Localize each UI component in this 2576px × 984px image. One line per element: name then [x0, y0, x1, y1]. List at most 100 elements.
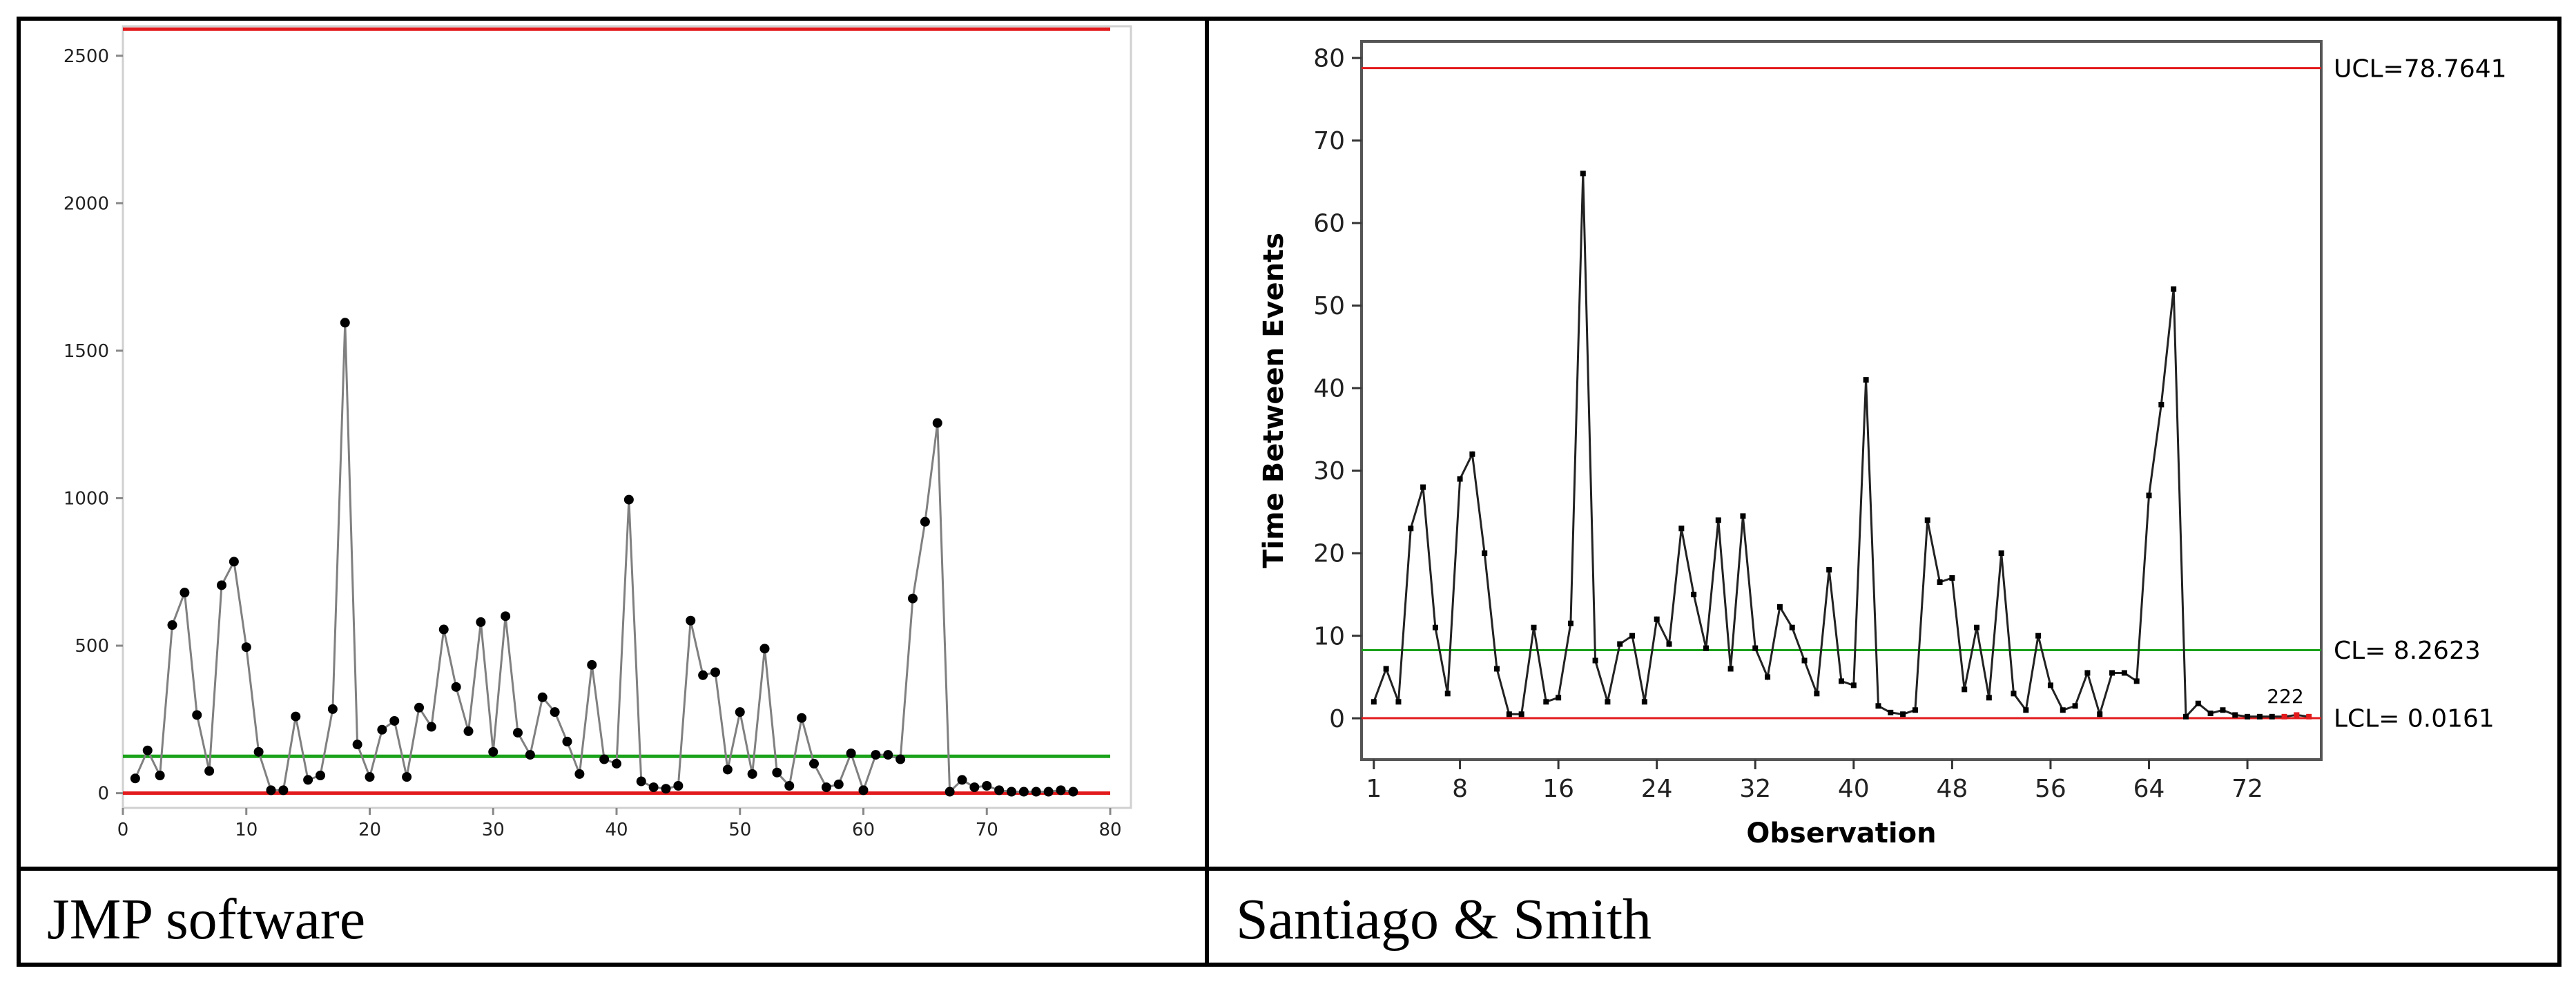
data-point [1888, 709, 1894, 715]
y-tick-label: 20 [1313, 540, 1345, 568]
data-point [686, 615, 696, 626]
data-point [1420, 484, 1426, 490]
data-point [1949, 575, 1955, 581]
data-point [1469, 451, 1475, 457]
data-point [204, 766, 215, 776]
data-point [969, 782, 980, 793]
data-point [2220, 707, 2226, 713]
data-point [501, 611, 511, 621]
data-point [2306, 713, 2312, 720]
data-point [1986, 695, 1992, 701]
data-point [142, 745, 153, 755]
data-point [2121, 670, 2127, 676]
data-point [1506, 711, 1512, 717]
data-point [513, 728, 523, 738]
x-tick-label: 40 [605, 820, 628, 840]
data-point [599, 754, 610, 764]
x-tick-label: 80 [1098, 820, 1121, 840]
x-tick-label: 0 [117, 820, 129, 840]
data-point [1789, 624, 1795, 630]
x-tick-label: 8 [1452, 775, 1468, 803]
jmp-y-ticks: 0 500 1000 1500 2000 2500 [64, 46, 123, 804]
data-point [402, 772, 412, 782]
data-point [994, 785, 1005, 795]
data-point [2232, 712, 2238, 718]
data-point [661, 784, 671, 794]
data-point [2146, 492, 2152, 499]
data-point [1850, 682, 1857, 688]
data-point [1666, 641, 1672, 647]
data-point [1715, 517, 1721, 523]
data-point [1962, 686, 1968, 693]
data-point [698, 670, 708, 680]
data-point [2109, 670, 2115, 676]
data-point [2182, 713, 2189, 720]
data-point [623, 494, 634, 505]
data-point [180, 588, 190, 598]
data-point [1031, 787, 1041, 797]
data-point [871, 750, 881, 760]
santiago-control-limits: UCL=78.7641 CL= 8.2623 LCL= 0.0161 [1362, 55, 2507, 733]
data-point [1543, 699, 1549, 705]
data-point [1494, 666, 1500, 672]
y-tick-label: 1000 [64, 489, 109, 510]
x-tick-label: 60 [852, 820, 875, 840]
x-tick-label: 70 [976, 820, 998, 840]
data-point [1383, 666, 1389, 672]
x-tick-label: 48 [1936, 775, 1968, 803]
x-tick-label: 10 [235, 820, 258, 840]
data-point [920, 517, 930, 527]
data-point [797, 713, 807, 723]
data-point [327, 704, 338, 714]
data-point [1937, 579, 1943, 585]
data-point [2256, 713, 2263, 720]
data-point [1776, 604, 1783, 610]
data-point [1395, 699, 1402, 705]
x-tick-label: 32 [1739, 775, 1771, 803]
data-point [1826, 567, 1832, 573]
data-point [612, 758, 621, 769]
data-point [1457, 476, 1463, 482]
data-point [895, 754, 906, 764]
y-tick-label: 500 [75, 636, 109, 657]
santiago-x-ticks: 1 8 16 24 32 40 48 56 64 72 [1366, 760, 2263, 803]
data-point [574, 769, 585, 779]
y-tick-label: 2000 [64, 193, 109, 214]
data-point [1605, 699, 1611, 705]
data-point [316, 771, 325, 781]
data-point [1875, 703, 1881, 709]
data-point [957, 775, 967, 785]
data-point [1703, 645, 1709, 651]
caption-santiago-smith: Santiago & Smith [1236, 887, 1652, 952]
data-point [1371, 699, 1377, 705]
data-point [253, 746, 264, 757]
data-point [192, 710, 202, 720]
data-point [2023, 707, 2029, 713]
data-point [2294, 712, 2300, 718]
data-point [1531, 624, 1537, 630]
data-point [241, 642, 251, 653]
data-point [1518, 711, 1524, 717]
x-tick-label: 40 [1838, 775, 1870, 803]
jmp-control-chart: 0 500 1000 1500 2000 2500 0 10 20 30 40 50 60 70 80 [64, 25, 1132, 840]
data-point [278, 785, 289, 795]
data-point [537, 692, 548, 702]
data-point [1727, 666, 1734, 672]
data-point [167, 620, 177, 630]
data-point [1068, 787, 1078, 797]
data-point [438, 624, 449, 635]
data-point [1998, 550, 2004, 557]
y-tick-label: 30 [1313, 457, 1345, 485]
data-point [2245, 713, 2251, 720]
data-point [365, 772, 375, 782]
data-point [266, 785, 276, 795]
x-tick-label: 1 [1366, 775, 1382, 803]
x-tick-label: 16 [1542, 775, 1574, 803]
data-point [1912, 707, 1918, 713]
y-tick-label: 0 [1329, 705, 1345, 733]
y-tick-label: 10 [1313, 622, 1345, 650]
data-point [945, 787, 955, 797]
data-point [1678, 525, 1685, 532]
santiago-y-ticks: 0 10 20 30 40 50 60 70 80 [1313, 45, 1362, 733]
